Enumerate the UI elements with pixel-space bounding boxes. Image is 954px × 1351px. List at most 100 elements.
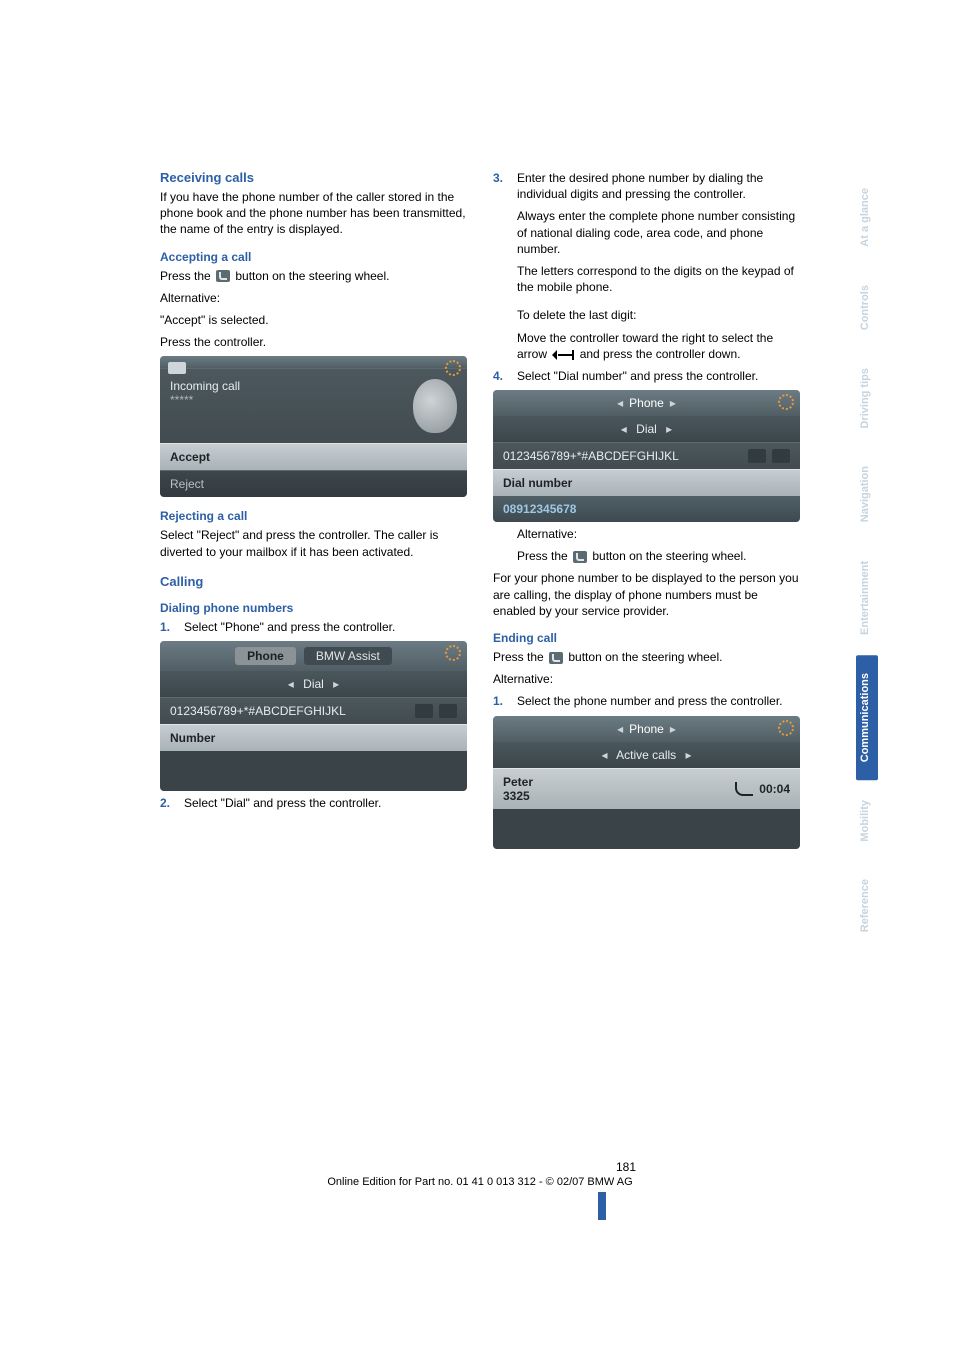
accept-selected-text: "Accept" is selected. (160, 312, 467, 328)
list-number: 2. (160, 795, 174, 811)
step-text: Select "Dial number" and press the contr… (517, 368, 758, 384)
chevron-right-icon: ▸ (664, 722, 682, 736)
alternative-label: Alternative: (493, 671, 800, 687)
list-number: 4. (493, 368, 507, 384)
backspace-arrow-icon (552, 350, 574, 360)
text-fragment: Press the (517, 549, 571, 563)
step-3-content: Enter the desired phone number by dialin… (517, 170, 800, 301)
text-fragment: button on the steering wheel. (592, 549, 746, 563)
delete-digit-label: To delete the last digit: (517, 307, 800, 323)
alternative-label: Alternative: (160, 290, 467, 306)
list-item-3: 3. Enter the desired phone number by dia… (493, 170, 800, 301)
phone-icon (573, 551, 587, 563)
step3-paragraph: The letters correspond to the digits on … (517, 263, 800, 295)
screenshot-phone-tabs: Phone BMW Assist ◂ Dial ▸ 0123456789+*#A… (160, 641, 467, 791)
shot-entered-number: 08912345678 (493, 496, 800, 522)
shot-subtab-bar: ◂ Dial ▸ (493, 416, 800, 442)
incoming-text-block: Incoming call ***** (170, 379, 240, 407)
tab-phone: Phone (235, 647, 296, 665)
active-call-info: Peter 3325 (503, 775, 533, 803)
backspace-icon (772, 449, 790, 463)
screenshot-incoming-call: Incoming call ***** Accept Reject (160, 356, 467, 497)
chevron-right-icon: ▸ (664, 396, 682, 410)
phone-icon (216, 270, 230, 282)
receiving-calls-body: If you have the phone number of the call… (160, 189, 467, 238)
keypad-chars: 0123456789+*#ABCDEFGHIJKL (170, 704, 346, 718)
footer-marker (598, 1192, 606, 1220)
text-fragment: button on the steering wheel. (235, 269, 389, 283)
list-item-2: 2. Select "Dial" and press the controlle… (160, 795, 467, 811)
list-number: 1. (160, 619, 174, 635)
shot-titlebar: ◂ Phone ▸ (493, 390, 800, 416)
step-text: Select the phone number and press the co… (517, 693, 783, 709)
heading-calling: Calling (160, 574, 467, 589)
shot-accept-row: Accept (160, 443, 467, 470)
rejecting-call-body: Select "Reject" and press the controller… (160, 527, 467, 559)
screenshot-active-calls: ◂ Phone ▸ ◂ Active calls ▸ Peter 3325 (493, 716, 800, 849)
step3-paragraph: Enter the desired phone number by dialin… (517, 170, 800, 202)
title-phone: Phone (629, 722, 664, 736)
shot-titlebar (160, 356, 467, 368)
left-column: Receiving calls If you have the phone nu… (160, 170, 467, 853)
chevron-right-icon: ▸ (660, 422, 678, 436)
chevron-right-icon: ▸ (327, 677, 345, 691)
shot-keypad-row: 0123456789+*#ABCDEFGHIJKL (160, 697, 467, 724)
display-number-paragraph: For your phone number to be displayed to… (493, 570, 800, 619)
tab-bmw-assist: BMW Assist (304, 647, 392, 665)
arrow-left-icon (415, 704, 433, 718)
shot-subtab-bar: ◂ Active calls ▸ (493, 742, 800, 768)
keypad-arrows (748, 449, 790, 463)
step-text: Select "Dial" and press the controller. (184, 795, 381, 811)
page-content: Receiving calls If you have the phone nu… (160, 170, 800, 853)
chevron-left-icon: ◂ (615, 422, 633, 436)
alternative-label: Alternative: (517, 526, 800, 542)
incoming-call-label: Incoming call (170, 379, 240, 393)
step3-paragraph: Always enter the complete phone number c… (517, 208, 800, 257)
arrow-left-icon (748, 449, 766, 463)
sidetab-mobility[interactable]: Mobility (856, 782, 878, 860)
list-item-1: 1. Select the phone number and press the… (493, 693, 800, 709)
ending-press-line: Press the button on the steering wheel. (493, 649, 800, 665)
side-tab-strip: At a glanceControlsDriving tipsNavigatio… (856, 170, 878, 953)
heading-ending-call: Ending call (493, 631, 800, 645)
sidetab-navigation[interactable]: Navigation (856, 448, 878, 540)
subtab-active-calls: Active calls (616, 748, 676, 762)
sidetab-communications[interactable]: Communications (856, 655, 878, 780)
chevron-right-icon: ▸ (680, 748, 698, 762)
page-number: 181 (160, 1160, 800, 1174)
call-duration: 00:04 (759, 782, 790, 796)
text-fragment: Press the (493, 650, 547, 664)
heading-dialing-numbers: Dialing phone numbers (160, 601, 467, 615)
subtab-dial: Dial (303, 677, 324, 691)
shot-reject-row: Reject (160, 470, 467, 497)
caller-number: 3325 (503, 789, 533, 803)
shot-incoming-row: Incoming call ***** (160, 368, 467, 443)
screenshot-dial-number: ◂ Phone ▸ ◂ Dial ▸ 0123456789+*#ABCDEFGH… (493, 390, 800, 522)
title-phone: Phone (629, 396, 664, 410)
chevron-left-icon: ◂ (611, 396, 629, 410)
two-column-layout: Receiving calls If you have the phone nu… (160, 170, 800, 853)
page-footer: 181 Online Edition for Part no. 01 41 0 … (160, 1160, 800, 1220)
sidetab-driving-tips[interactable]: Driving tips (856, 350, 878, 447)
sidetab-controls[interactable]: Controls (856, 267, 878, 348)
shot-active-call-row: Peter 3325 00:04 (493, 768, 800, 809)
shot-dial-number-row: Dial number (493, 469, 800, 496)
backspace-icon (439, 704, 457, 718)
alternative-press-line: Press the button on the steering wheel. (517, 548, 800, 564)
phone-icon (549, 652, 563, 664)
chevron-left-icon: ◂ (595, 748, 613, 762)
corner-icon (778, 720, 794, 736)
corner-icon (445, 645, 461, 661)
heading-rejecting-call: Rejecting a call (160, 509, 467, 523)
sidetab-reference[interactable]: Reference (856, 861, 878, 950)
heading-accepting-call: Accepting a call (160, 250, 467, 264)
shot-empty-area (493, 809, 800, 849)
keypad-chars: 0123456789+*#ABCDEFGHIJKL (503, 449, 679, 463)
subtab-dial: Dial (636, 422, 657, 436)
call-duration-icon (735, 782, 753, 796)
sidetab-at-a-glance[interactable]: At a glance (856, 170, 878, 265)
handset-icon (413, 379, 457, 433)
heading-receiving-calls: Receiving calls (160, 170, 467, 185)
sidetab-entertainment[interactable]: Entertainment (856, 543, 878, 653)
shot-subtab-bar: ◂ Dial ▸ (160, 671, 467, 697)
